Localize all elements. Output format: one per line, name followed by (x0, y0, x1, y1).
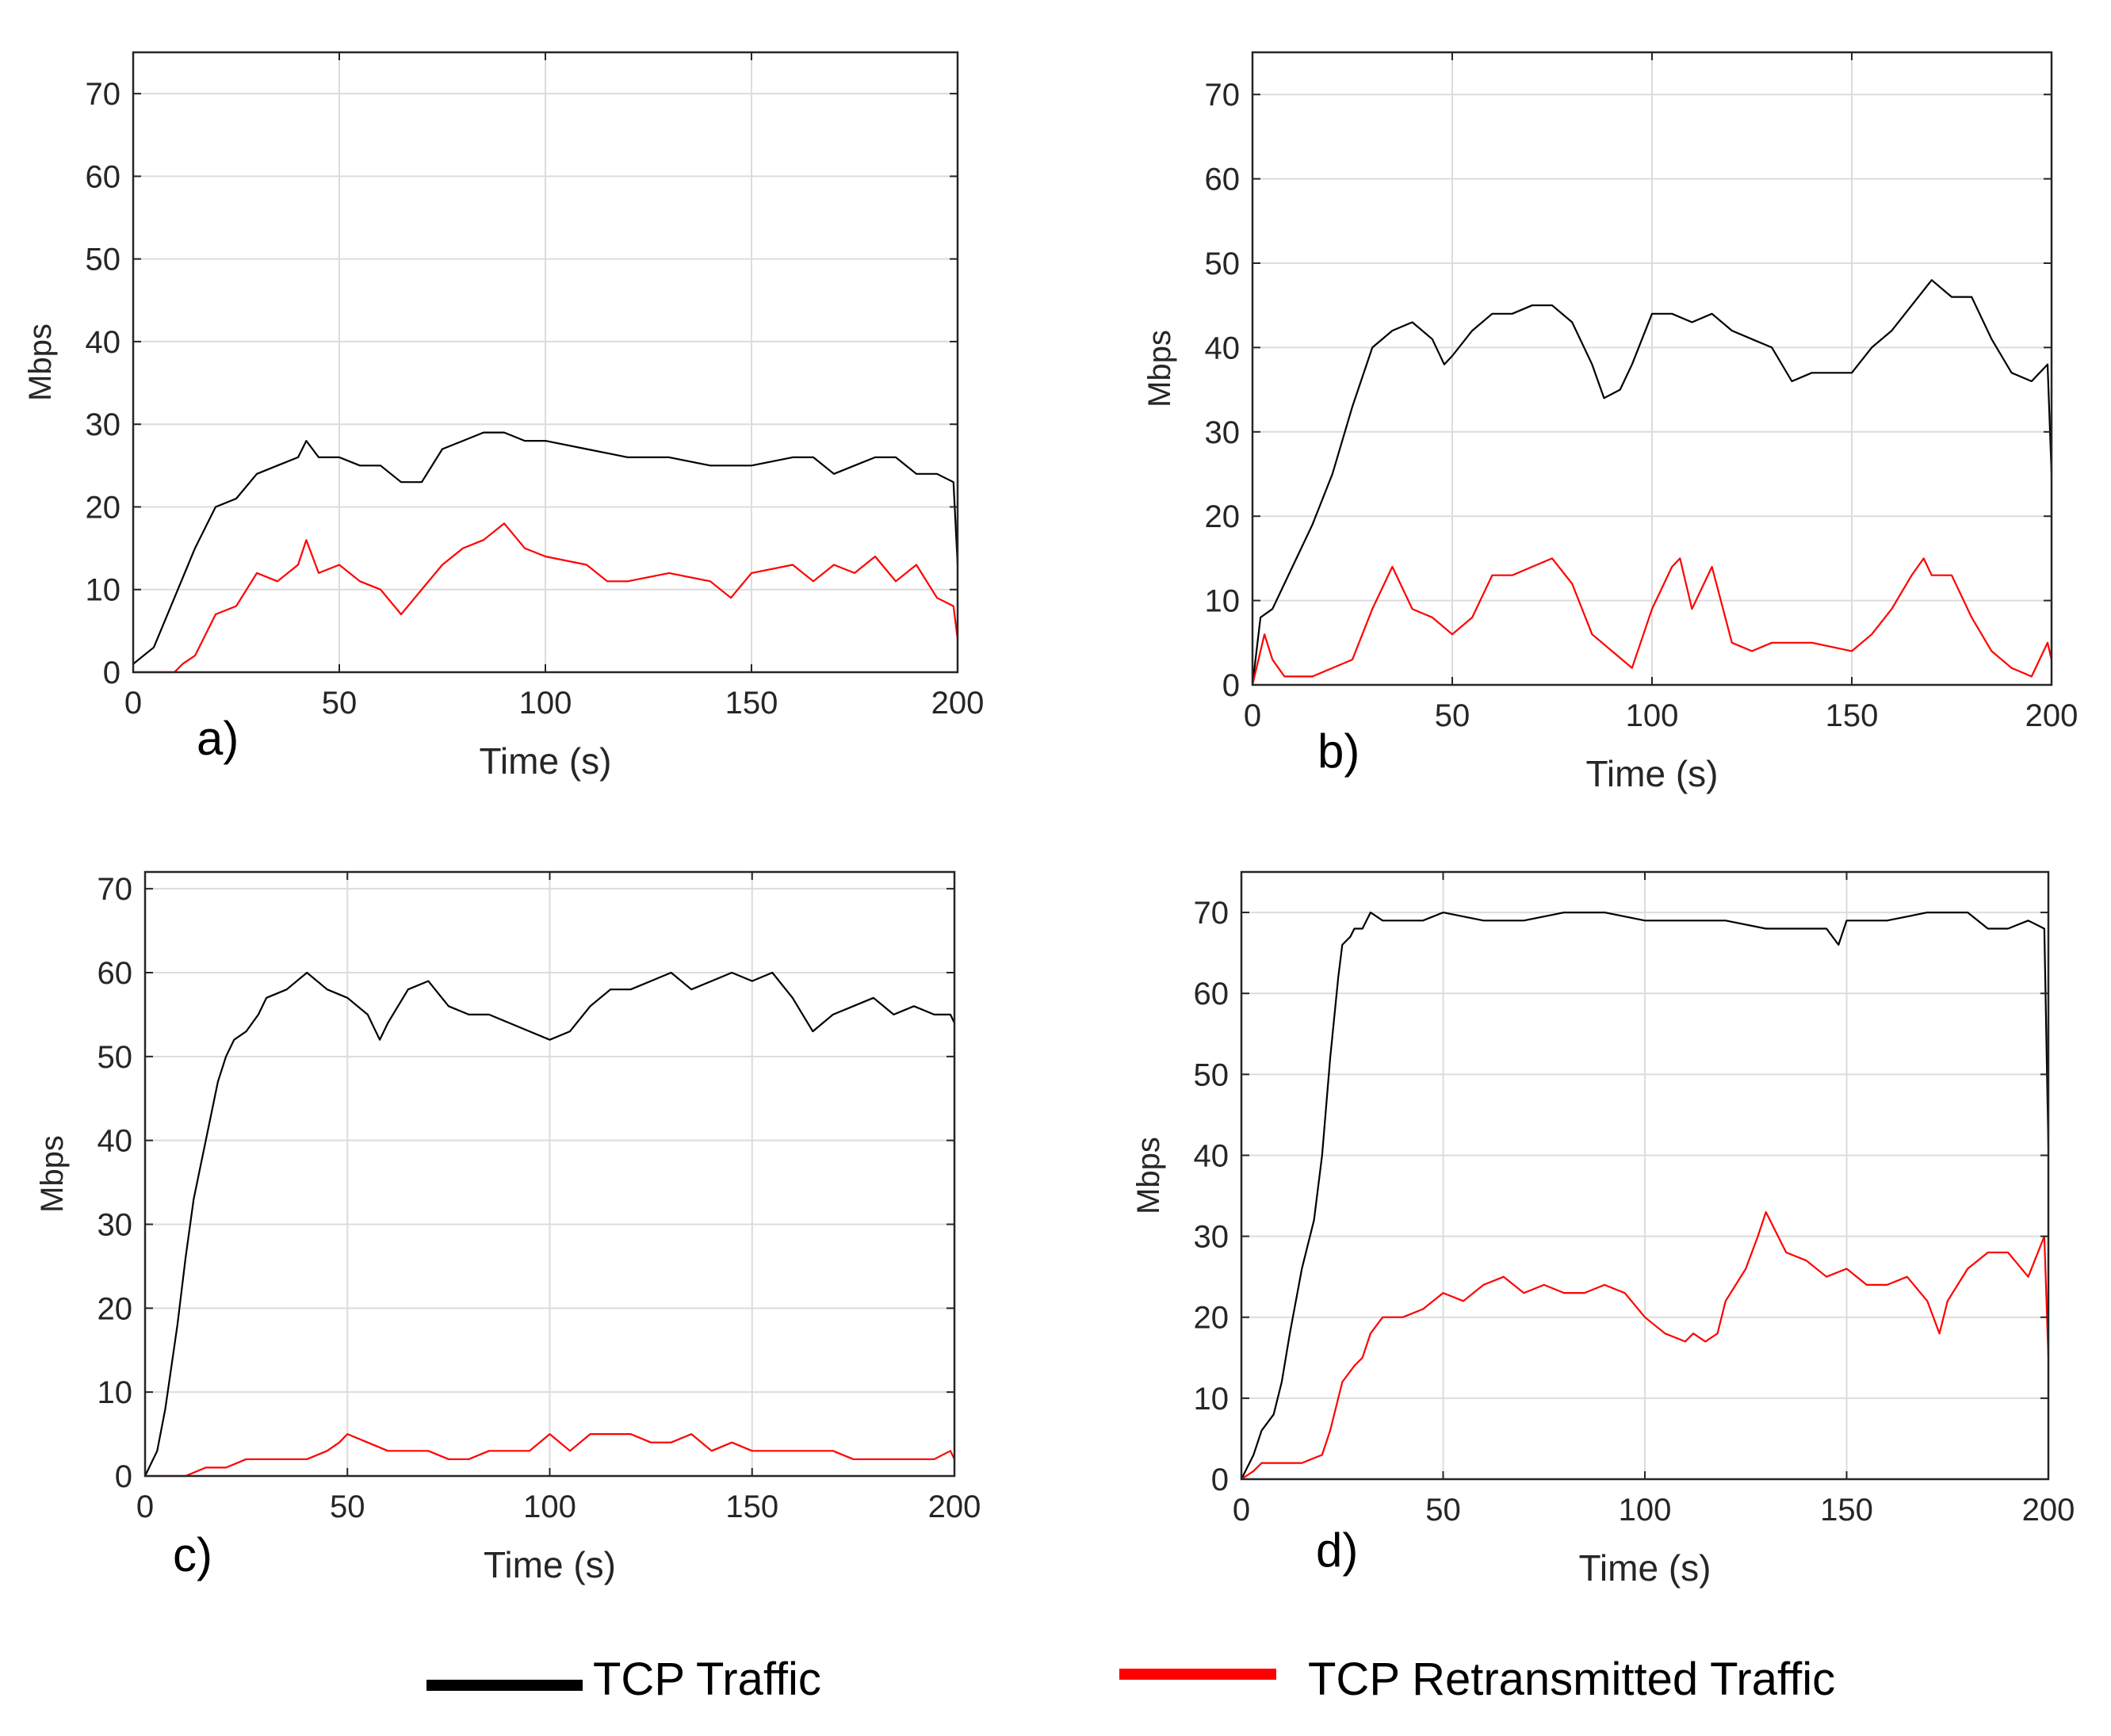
y-tick-label: 10 (1205, 584, 1241, 619)
x-tick-label: 100 (1619, 1493, 1672, 1528)
panel-label: b) (1317, 725, 1360, 778)
x-tick-label: 150 (1820, 1493, 1873, 1528)
x-tick-label: 100 (519, 686, 572, 721)
x-axis-label: Time (s) (484, 1544, 616, 1585)
series-line-tcp-traffic (132, 431, 959, 665)
panel-label: d) (1316, 1524, 1358, 1577)
x-tick-label: 50 (330, 1489, 365, 1524)
series-line-tcp-traffic (1251, 279, 2053, 686)
y-axis-label: Mbps (23, 323, 58, 401)
y-tick-label: 50 (1205, 247, 1241, 281)
y-tick-label: 10 (1194, 1382, 1230, 1417)
series-line-tcp-traffic (1241, 911, 2050, 1480)
y-tick-label: 30 (1194, 1220, 1230, 1255)
panel-a: 0 50 100 150 200 0 10 20 30 40 50 60 70 Time (s) Mbps a… (23, 51, 985, 782)
legend-label-tcp-traffic: TCP Traffic (593, 1654, 821, 1705)
y-axis-label: Mbps (1142, 330, 1177, 407)
y-tick-label: 60 (86, 159, 121, 194)
y-tick-label: 50 (1194, 1057, 1230, 1092)
y-tick-label: 40 (98, 1124, 133, 1159)
y-tick-label: 70 (1194, 896, 1230, 931)
y-tick-label: 0 (1222, 668, 1240, 703)
y-axis-label: Mbps (1131, 1137, 1166, 1214)
y-tick-label: 70 (1205, 78, 1241, 113)
series-line-tcp-retransmitted (133, 522, 959, 674)
series-line-tcp-retransmitted (1241, 1210, 2050, 1480)
y-tick-label: 40 (1205, 331, 1241, 365)
y-tick-label: 20 (86, 490, 121, 525)
y-tick-label: 10 (98, 1375, 133, 1410)
y-tick-label: 60 (98, 956, 133, 991)
x-tick-label: 150 (1826, 698, 1879, 733)
x-tick-label: 50 (1425, 1493, 1461, 1528)
panel-label: a) (197, 712, 239, 765)
y-tick-label: 30 (98, 1208, 133, 1243)
y-tick-label: 30 (86, 407, 121, 442)
series-line-tcp-traffic (144, 971, 955, 1477)
x-tick-label: 0 (1233, 1493, 1250, 1528)
series-line-tcp-retransmitted (1251, 557, 2053, 686)
legend-label-tcp-retransmitted: TCP Retransmitted Traffic (1308, 1654, 1835, 1705)
panel-b: 0 50 100 150 200 0 10 20 30 40 50 60 70 Time (s) Mbps b… (1142, 51, 2078, 794)
y-tick-label: 20 (1194, 1301, 1230, 1336)
y-tick-label: 20 (98, 1291, 133, 1326)
y-tick-label: 10 (86, 573, 121, 608)
y-tick-label: 40 (1194, 1138, 1230, 1173)
y-tick-label: 20 (1205, 499, 1241, 534)
x-tick-label: 200 (2025, 698, 2078, 733)
x-axis-label: Time (s) (1586, 753, 1719, 794)
x-tick-label: 150 (725, 1489, 778, 1524)
x-tick-label: 200 (931, 686, 985, 721)
y-tick-label: 0 (115, 1459, 132, 1494)
legend: TCP Traffic TCP Retransmitted Traffic (426, 1654, 1835, 1705)
y-tick-label: 60 (1205, 163, 1241, 197)
series-line-tcp-retransmitted (145, 1432, 955, 1478)
x-tick-label: 0 (124, 686, 142, 721)
x-tick-label: 150 (725, 686, 778, 721)
x-tick-label: 50 (322, 686, 358, 721)
x-tick-label: 0 (136, 1489, 154, 1524)
x-axis-label: Time (s) (1579, 1547, 1711, 1589)
panel-label: c) (173, 1528, 212, 1581)
y-tick-label: 50 (86, 243, 121, 277)
x-tick-label: 0 (1244, 698, 1261, 733)
panel-d: 0 50 100 150 200 0 10 20 30 40 50 60 70 Time (s) Mbps d… (1131, 870, 2075, 1589)
x-axis-label: Time (s) (480, 740, 612, 782)
x-tick-label: 200 (2022, 1493, 2075, 1528)
y-tick-label: 40 (86, 325, 121, 360)
y-tick-label: 0 (1211, 1463, 1229, 1497)
y-tick-label: 70 (98, 872, 133, 907)
x-tick-label: 100 (1626, 698, 1679, 733)
y-axis-label: Mbps (35, 1135, 70, 1213)
x-tick-label: 200 (928, 1489, 981, 1524)
y-tick-label: 70 (86, 77, 121, 112)
x-tick-label: 50 (1435, 698, 1470, 733)
y-tick-label: 60 (1194, 977, 1230, 1011)
y-tick-label: 50 (98, 1040, 133, 1075)
y-tick-label: 30 (1205, 415, 1241, 450)
panel-c: 0 50 100 150 200 0 10 20 30 40 50 60 70 Time (s) Mbps c… (35, 870, 981, 1585)
y-tick-label: 0 (103, 656, 120, 690)
x-tick-label: 100 (523, 1489, 576, 1524)
